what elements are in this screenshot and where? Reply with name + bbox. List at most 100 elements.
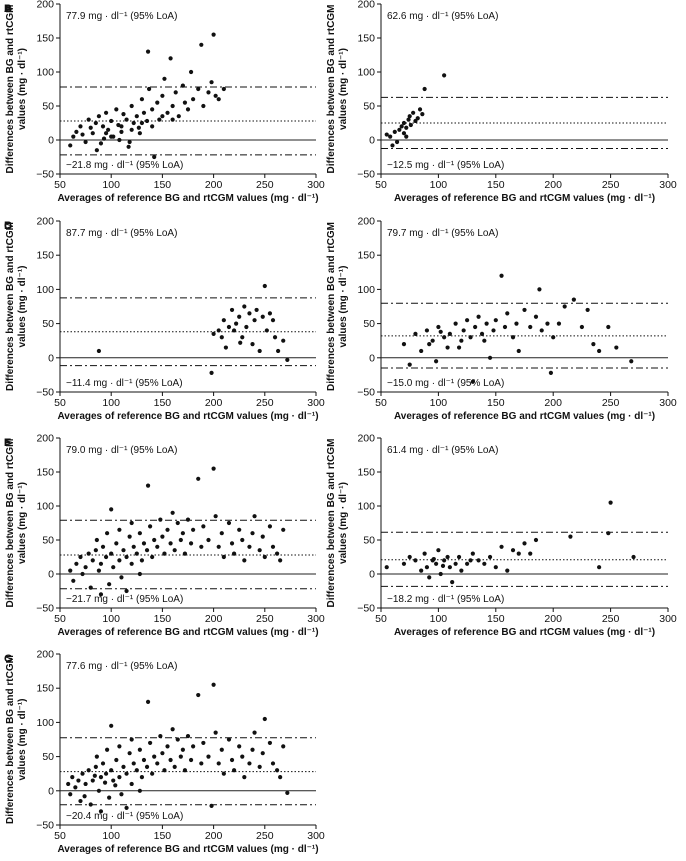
y-tick-label: −50	[36, 169, 54, 181]
data-point	[139, 775, 145, 780]
x-tick-label: 250	[602, 613, 620, 625]
data-point	[614, 345, 619, 350]
y-axis-title-line2: values (mg · dl⁻¹)	[338, 266, 349, 348]
x-tick-label: 200	[205, 830, 223, 842]
y-axis-title-line2: values (mg · dl⁻¹)	[17, 48, 28, 130]
y-axis-title-line1: Differences between BG and rtCGM	[5, 655, 16, 824]
data-point	[137, 571, 142, 577]
y-tick-label: 0	[48, 569, 54, 581]
data-point	[117, 527, 122, 532]
y-tick-label: 100	[357, 284, 375, 296]
data-point	[111, 778, 116, 783]
data-point	[74, 561, 79, 566]
data-point	[201, 524, 206, 529]
x-tick-label: 300	[659, 397, 677, 409]
data-point	[188, 757, 194, 763]
data-point	[199, 761, 204, 766]
y-tick-label: 0	[48, 785, 54, 797]
data-point	[66, 781, 71, 787]
data-point	[126, 144, 131, 149]
data-point	[170, 727, 175, 732]
data-point	[237, 527, 242, 532]
data-point	[93, 764, 98, 769]
y-axis-title-line2: values (mg · dl⁻¹)	[17, 266, 28, 348]
data-point	[522, 307, 527, 313]
data-point	[109, 134, 114, 139]
data-point	[434, 561, 439, 566]
data-point	[516, 551, 521, 556]
data-point	[436, 548, 441, 553]
y-tick-label: 50	[42, 535, 54, 547]
data-point	[394, 139, 400, 145]
data-point	[404, 125, 409, 130]
x-tick-label: 300	[307, 830, 325, 842]
data-point	[522, 541, 527, 546]
data-point	[107, 795, 112, 800]
data-point	[117, 744, 122, 749]
data-point	[242, 304, 247, 309]
data-point	[537, 287, 542, 292]
data-point	[80, 132, 85, 137]
data-point	[505, 568, 510, 573]
data-point	[188, 69, 194, 75]
data-point	[487, 355, 493, 360]
x-tick-label: 100	[102, 179, 120, 191]
data-point	[199, 544, 204, 549]
data-point	[92, 773, 97, 778]
data-point	[98, 141, 104, 146]
data-point	[571, 297, 576, 302]
data-point	[170, 103, 175, 109]
data-point	[272, 335, 278, 340]
data-point	[83, 781, 88, 787]
data-point	[78, 798, 83, 804]
data-point	[113, 783, 118, 788]
x-tick-label: 250	[256, 397, 274, 409]
x-tick-label: 300	[307, 179, 325, 191]
data-point	[406, 117, 411, 122]
data-point	[487, 554, 493, 560]
data-point	[83, 565, 88, 570]
lower-loa-label: −21.7 mg · dl⁻¹ (95% LoA)	[66, 594, 183, 605]
panel-a: A −50 0 50 100 150 200 50 100 150 200 250 300 77.9 mg…	[4, 0, 325, 204]
data-point	[137, 131, 142, 136]
data-point	[124, 588, 129, 594]
data-point	[568, 534, 573, 539]
data-point	[470, 379, 475, 384]
data-point	[238, 340, 243, 345]
data-point	[127, 751, 132, 756]
data-point	[165, 527, 170, 532]
data-point	[528, 551, 533, 556]
data-point	[150, 771, 155, 776]
data-point	[100, 544, 106, 549]
data-point	[606, 324, 611, 330]
data-point	[160, 114, 165, 119]
x-tick-label: 50	[54, 397, 66, 409]
y-tick-label: 50	[42, 318, 54, 330]
data-point	[237, 314, 242, 319]
data-point	[274, 551, 280, 556]
x-tick-label: 250	[602, 179, 620, 191]
y-tick-label: −50	[357, 169, 375, 181]
y-tick-label: 150	[36, 250, 54, 262]
data-point	[96, 114, 102, 119]
data-point	[447, 331, 452, 336]
x-tick-label: 300	[659, 613, 677, 625]
data-point	[213, 514, 218, 519]
data-point	[131, 544, 136, 549]
data-point	[231, 551, 237, 556]
data-point	[80, 771, 85, 776]
data-point	[285, 357, 290, 362]
data-point	[401, 342, 407, 347]
y-tick-label: 0	[369, 135, 375, 147]
x-tick-label: 200	[544, 397, 562, 409]
data-point	[158, 517, 163, 522]
data-point	[162, 551, 167, 556]
data-point	[242, 775, 247, 780]
data-point	[124, 554, 129, 560]
data-point	[141, 110, 147, 115]
data-point	[453, 321, 458, 326]
panel-letter: A	[4, 3, 12, 15]
data-point	[129, 520, 134, 526]
data-point	[82, 794, 87, 799]
data-point	[440, 563, 446, 568]
